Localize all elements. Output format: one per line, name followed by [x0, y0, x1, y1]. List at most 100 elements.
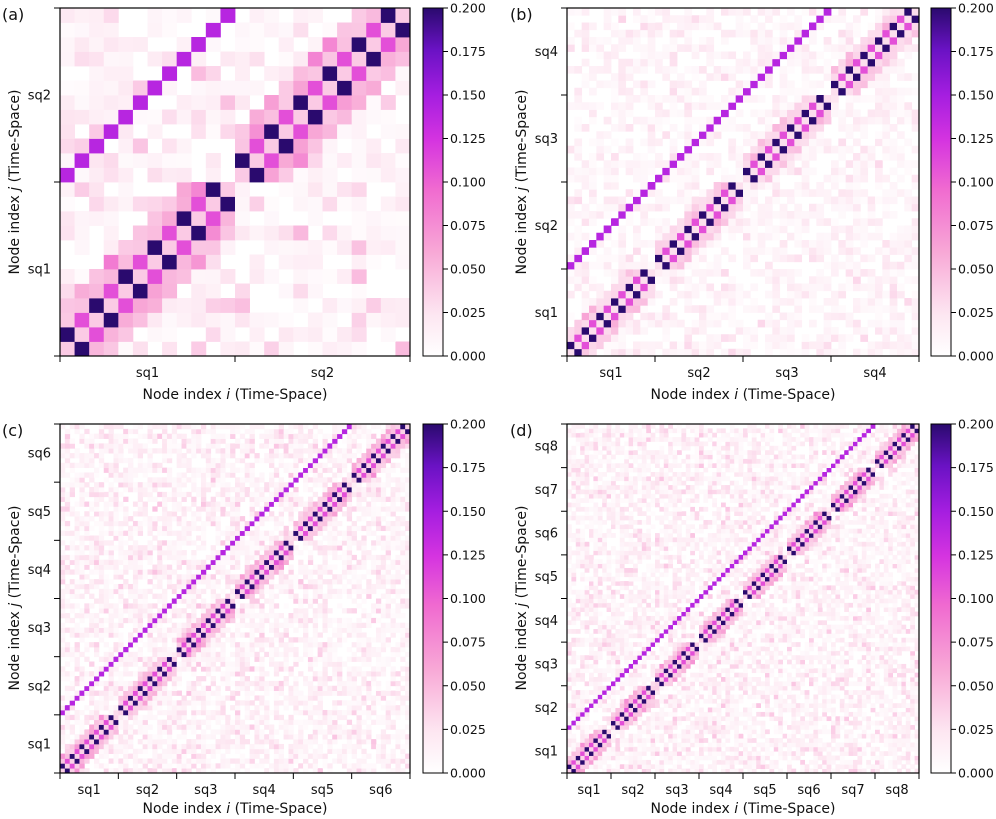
heatmap-cell [60, 37, 75, 52]
heatmap-cell [366, 312, 382, 328]
heatmap-cell [103, 341, 119, 357]
heatmap-cell [132, 613, 139, 619]
colorbar-tick-label: 0.050 [450, 262, 486, 277]
heatmap-cell [567, 261, 575, 270]
heatmap-cell [239, 535, 246, 541]
heatmap-cell [351, 627, 357, 633]
heatmap-cell [239, 550, 246, 556]
heatmap-cell [317, 651, 323, 658]
heatmap-cell [118, 109, 134, 125]
heatmap-cell [249, 598, 255, 604]
heatmap-cell [103, 632, 110, 638]
heatmap-cell [191, 695, 197, 701]
heatmap-cell [706, 269, 715, 277]
heatmap-cell [60, 283, 75, 299]
heatmap-cell [98, 535, 105, 541]
heatmap-cell [293, 124, 309, 139]
heatmap-cell [911, 298, 920, 306]
heatmap-cell [721, 124, 729, 132]
heatmap-cell [94, 617, 100, 624]
heatmap-cell [113, 520, 119, 527]
heatmap-cell [298, 583, 304, 590]
heatmap-cell [618, 145, 627, 154]
heatmap-cell [186, 724, 192, 730]
heatmap-cell [596, 283, 605, 292]
heatmap-cell [303, 511, 309, 517]
heatmap-cell [647, 116, 656, 125]
heatmap-cell [147, 211, 163, 226]
heatmap-cell [346, 680, 353, 687]
heatmap-cell [385, 768, 391, 774]
heatmap-cell [346, 608, 353, 614]
heatmap-cell [371, 676, 377, 682]
heatmap-cell [375, 734, 382, 740]
heatmap-cell [882, 29, 891, 38]
heatmap-cell [400, 559, 406, 565]
heatmap-cell [322, 511, 328, 517]
heatmap-cell [743, 261, 751, 270]
heatmap-cell [147, 666, 153, 672]
heatmap-cell [142, 506, 148, 512]
heatmap-cell [200, 734, 207, 740]
heatmap-cell [108, 593, 114, 599]
heatmap-cell [332, 700, 338, 706]
heatmap-cell [787, 22, 795, 31]
heatmap-cell [152, 646, 158, 653]
heatmap-cell [196, 695, 202, 701]
heatmap-cell [264, 22, 280, 38]
heatmap-cell [684, 109, 693, 118]
heatmap-cell [205, 109, 221, 125]
heatmap-cell [171, 516, 178, 522]
heatmap-cell [816, 80, 825, 89]
heatmap-cell [166, 719, 173, 725]
heatmap-cell [254, 588, 260, 595]
heatmap-cell [79, 550, 85, 556]
heatmap-cell [380, 51, 396, 67]
heatmap-cell [337, 603, 343, 609]
heatmap-cell [611, 218, 619, 226]
heatmap-cell [94, 709, 100, 716]
heatmap-cell [176, 680, 182, 687]
heatmap-cell [838, 174, 847, 183]
heatmap-cell [244, 656, 250, 662]
heatmap-cell [60, 608, 66, 614]
heatmap-cell [684, 66, 693, 74]
heatmap-cell [735, 182, 744, 190]
heatmap-cell [69, 593, 75, 599]
heatmap-cell [317, 724, 323, 730]
heatmap-cell [361, 545, 367, 551]
heatmap-cell [264, 709, 270, 716]
heatmap-cell [581, 102, 590, 110]
heatmap-cell [259, 613, 265, 619]
heatmap-cell [779, 102, 788, 110]
heatmap-cell [691, 167, 700, 176]
heatmap-cell [147, 545, 153, 551]
heatmap-cell [904, 254, 913, 263]
heatmap-cell [603, 225, 612, 234]
heatmap-cell [706, 124, 715, 132]
heatmap-cell [662, 254, 671, 263]
heatmap-cell [118, 714, 124, 721]
heatmap-cell [677, 87, 685, 96]
heatmap-cell [298, 535, 304, 541]
heatmap-cell [809, 319, 817, 328]
heatmap-cell [867, 319, 876, 328]
heatmap-cell [322, 598, 328, 604]
heatmap-cell [669, 44, 678, 52]
heatmap-cell [317, 564, 323, 570]
heatmap-cell [581, 269, 590, 277]
heatmap-cell [611, 334, 619, 342]
heatmap-cell [142, 685, 148, 691]
heatmap-cell [303, 622, 309, 628]
heatmap-cell [633, 276, 641, 284]
heatmap-cell [779, 276, 788, 284]
heatmap-cell [113, 758, 119, 764]
heatmap-cell [74, 748, 80, 755]
heatmap-cell [191, 608, 197, 614]
heatmap-cell [647, 80, 656, 89]
colorbar-tick-label: 0.200 [958, 1, 994, 16]
heatmap-cell [273, 695, 280, 701]
heatmap-cell [215, 695, 221, 701]
heatmap-cell [210, 545, 216, 551]
heatmap-cell [385, 637, 391, 643]
